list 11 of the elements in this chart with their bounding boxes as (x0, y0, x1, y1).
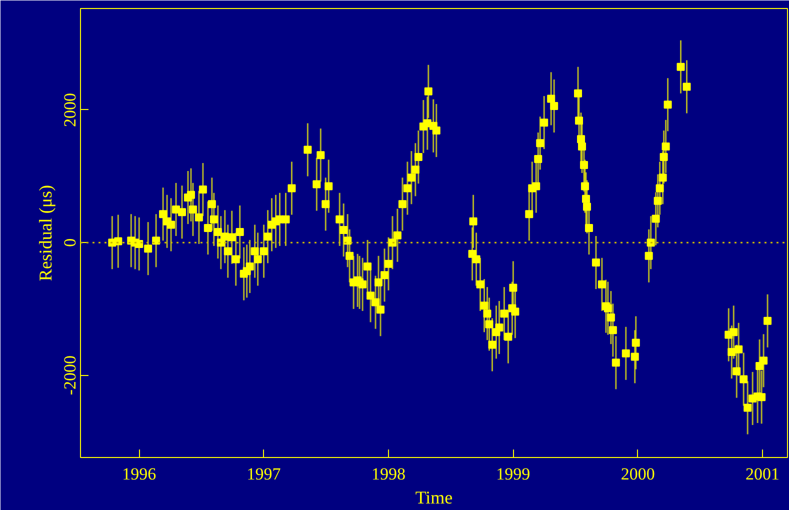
x-tick-label: 1998 (371, 464, 406, 484)
y-tick-label: -2000 (60, 355, 80, 396)
y-axis-title: Residual (μs) (36, 184, 56, 282)
y-tick-label: 2000 (60, 92, 80, 127)
x-tick-label: 2001 (746, 464, 780, 484)
x-tick-label: 1996 (122, 464, 156, 484)
x-tick-label: 1999 (496, 464, 530, 484)
x-tick-label: 1997 (246, 464, 282, 484)
x-axis-title: Time (415, 488, 453, 508)
x-tick-label: 2000 (620, 464, 655, 484)
y-tick-label: 0 (60, 238, 80, 247)
